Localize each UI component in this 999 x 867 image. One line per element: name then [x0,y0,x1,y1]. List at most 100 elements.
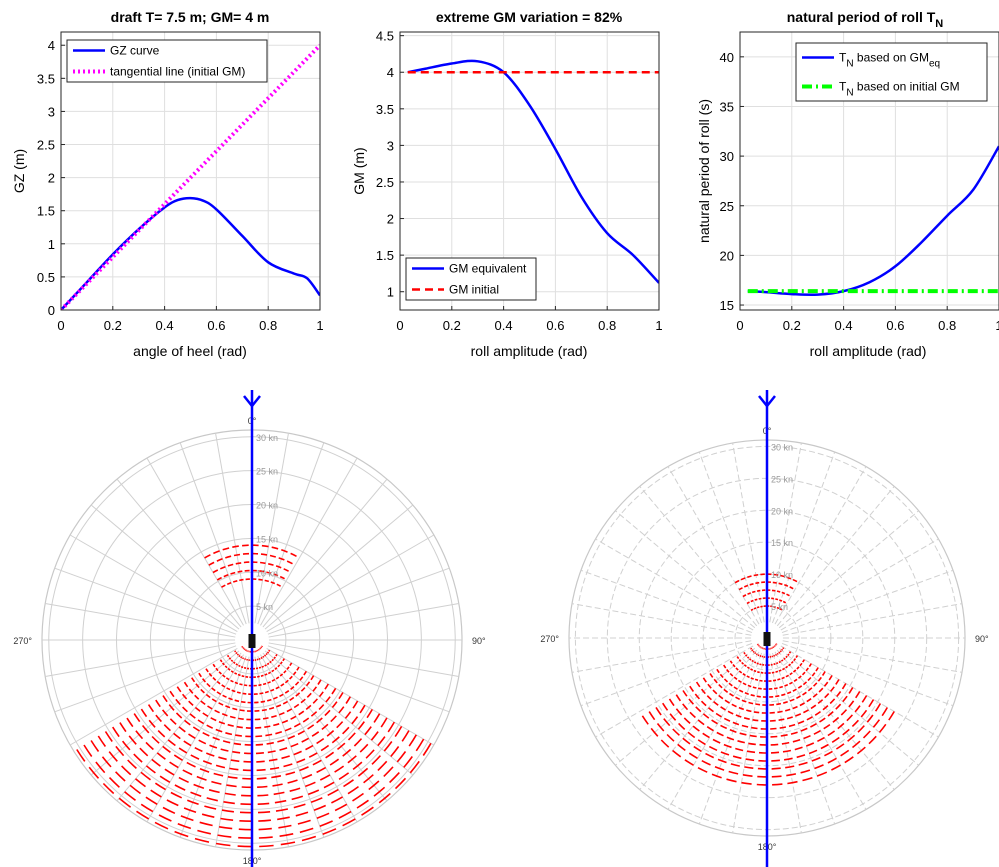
risk-arc [212,569,219,574]
risk-arc [781,693,786,697]
risk-arc [789,672,793,676]
risk-arc [700,700,707,707]
risk-arc [214,709,220,714]
risk-arc [846,714,853,722]
risk-arc [296,758,306,764]
risk-arc [861,695,868,703]
risk-arc [758,597,762,600]
risk-arc [124,791,136,801]
polar-spoke [268,642,459,677]
risk-arc [145,741,154,751]
risk-arc [290,552,297,558]
risk-arc [718,694,724,700]
risk-arc [161,709,169,717]
risk-arc [754,598,758,601]
risk-arc [868,699,875,708]
risk-arc [682,703,689,711]
risk-arc [780,659,784,662]
risk-arc [666,733,675,742]
risk-arc [738,689,744,693]
risk-arc [707,707,714,713]
risk-arc [213,772,224,777]
polar-spoke [267,645,450,713]
risk-arc [787,780,798,785]
risk-arc [695,706,702,713]
risk-arc [217,834,232,838]
risk-arc [773,663,776,666]
risk-arc [262,655,265,658]
risk-arc [806,716,813,721]
risk-arc [316,717,323,724]
risk-arc [300,687,306,692]
risk-arc [226,581,232,586]
risk-arc [290,715,297,720]
risk-arc [678,722,686,730]
risk-arc [783,701,788,704]
risk-arc [789,698,795,702]
risk-arc [720,751,730,756]
risk-arc [238,664,241,668]
risk-arc [702,713,710,719]
risk-arc [141,725,150,734]
risk-arc [701,759,711,766]
y-tick-label: 25 [720,199,734,214]
risk-arc [286,560,293,565]
risk-arc [230,659,234,662]
risk-arc [299,827,314,834]
y-tick-label: 20 [720,248,734,263]
risk-arc [258,683,262,687]
risk-arc [257,811,271,814]
x-tick-label: 0.4 [835,318,853,333]
risk-arc [352,700,359,709]
polar-spoke [782,640,963,673]
risk-arc [773,654,776,657]
heading-arrow-icon [758,395,776,409]
x-tick-label: 0 [396,318,403,333]
risk-arc [408,734,417,747]
risk-arc [190,791,202,797]
risk-arc [693,745,702,753]
risk-arc [206,752,215,757]
risk-arc [688,752,698,759]
x-tick-label: 0.6 [207,318,225,333]
risk-arc [233,553,241,557]
risk-arc [233,742,242,746]
risk-arc [256,777,267,780]
heading-arrow-icon [243,395,261,409]
series-line-2 [61,43,320,310]
risk-arc [746,601,750,605]
risk-arc [770,727,777,730]
risk-arc [227,563,234,567]
ship-marker-icon [248,634,256,648]
radial-tick-label: 30 kn [256,433,278,443]
risk-arc [716,731,724,737]
risk-arc [715,712,722,718]
risk-arc [747,684,752,688]
polar-spoke [116,652,242,802]
risk-arc [786,576,792,580]
risk-arc [108,751,118,762]
risk-arc [319,774,331,781]
risk-arc [409,760,420,774]
risk-arc [756,695,761,698]
risk-arc [301,835,317,842]
risk-arc [394,725,403,738]
risk-arc [802,681,808,686]
risk-arc [343,779,354,788]
risk-arc [706,726,714,732]
risk-arc [814,710,821,716]
risk-arc [279,673,284,677]
risk-arc [772,783,783,786]
risk-arc [279,747,288,751]
risk-arc [290,686,295,691]
risk-arc [738,587,743,591]
x-axis-label: roll amplitude (rad) [471,343,588,359]
risk-arc [810,704,817,710]
risk-arc [729,660,733,664]
risk-arc [295,811,309,817]
risk-arc [740,577,746,581]
risk-arc [260,674,264,677]
risk-arc [677,743,686,752]
risk-arc [828,675,833,681]
risk-arc [240,665,244,669]
